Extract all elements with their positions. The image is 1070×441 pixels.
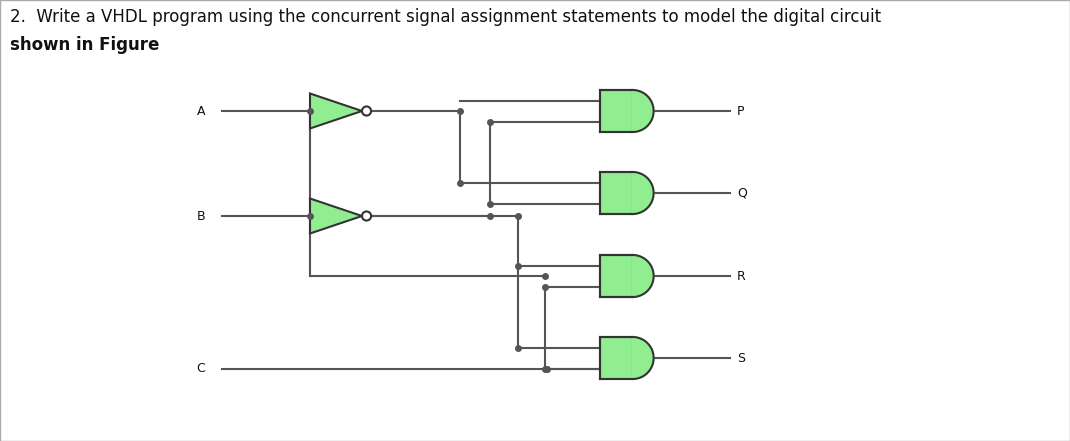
Text: A: A [197,105,205,117]
Text: 2.  Write a VHDL program using the concurrent signal assignment statements to mo: 2. Write a VHDL program using the concur… [10,8,881,26]
Text: R: R [737,269,746,283]
Text: P: P [737,105,745,117]
Polygon shape [632,255,654,297]
Polygon shape [632,90,654,132]
Text: S: S [737,351,745,365]
Polygon shape [310,93,362,128]
Circle shape [362,211,371,220]
Polygon shape [632,172,654,214]
Text: Q: Q [737,187,747,199]
Circle shape [362,106,371,116]
Polygon shape [310,198,362,233]
Polygon shape [600,90,632,132]
Text: C: C [196,363,205,375]
Text: shown in Figure: shown in Figure [10,36,159,54]
Polygon shape [600,255,632,297]
Polygon shape [600,337,632,379]
Text: B: B [197,209,205,223]
Polygon shape [632,337,654,379]
Polygon shape [600,172,632,214]
